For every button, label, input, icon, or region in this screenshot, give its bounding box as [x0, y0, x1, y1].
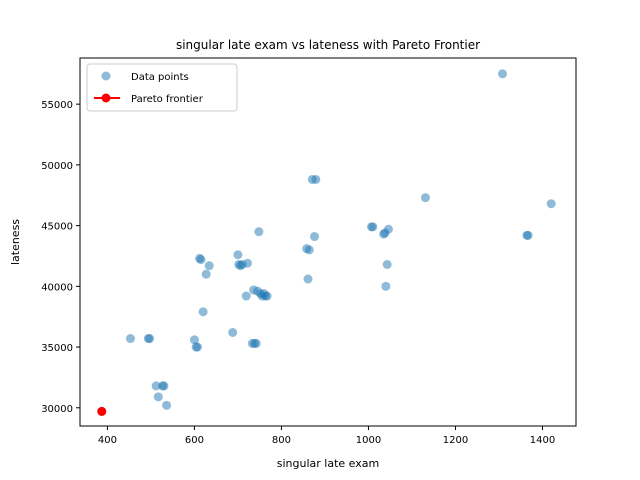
- chart-title: singular late exam vs lateness with Pare…: [176, 38, 480, 52]
- legend-marker-data-points: [101, 71, 111, 81]
- plot-area: [97, 69, 556, 416]
- legend: Data points Pareto frontier: [86, 63, 238, 112]
- data-point: [151, 381, 161, 391]
- data-point: [125, 334, 135, 344]
- data-point: [420, 193, 430, 203]
- data-point: [523, 230, 533, 240]
- data-point: [145, 334, 155, 344]
- data-point: [546, 199, 556, 209]
- data-point: [198, 307, 208, 317]
- x-tick-label: 800: [272, 435, 291, 446]
- x-tick-label: 1200: [443, 435, 468, 446]
- data-point: [383, 224, 393, 234]
- legend-label-data-points: Data points: [131, 72, 189, 83]
- data-point: [310, 232, 320, 242]
- data-point: [368, 222, 378, 232]
- x-tick-label: 400: [98, 435, 117, 446]
- data-point: [204, 261, 214, 271]
- x-tick-label: 600: [185, 435, 204, 446]
- data-point: [196, 255, 206, 265]
- y-tick-label: 40000: [41, 282, 73, 293]
- legend-label-pareto-frontier: Pareto frontier: [131, 94, 204, 105]
- data-point: [497, 69, 507, 79]
- data-point: [243, 258, 253, 268]
- x-axis-label: singular late exam: [277, 457, 379, 470]
- data-point: [241, 291, 251, 301]
- y-axis-label: lateness: [9, 219, 22, 265]
- data-point: [254, 227, 264, 237]
- data-point: [381, 281, 391, 291]
- y-tick-label: 50000: [41, 161, 73, 172]
- y-tick-label: 45000: [41, 222, 73, 233]
- data-point: [162, 400, 172, 410]
- data-point: [201, 269, 211, 279]
- y-tick-label: 35000: [41, 343, 73, 354]
- pareto-point: [97, 406, 107, 416]
- data-point: [251, 338, 261, 348]
- data-point: [159, 381, 169, 391]
- data-point: [189, 335, 199, 345]
- data-point: [382, 259, 392, 269]
- data-point: [192, 342, 202, 352]
- legend-box: [86, 63, 238, 112]
- axes-frame: [79, 57, 577, 427]
- legend-marker-pareto-frontier: [101, 93, 111, 103]
- x-axis: 400 600 800 1000 1200 1400: [98, 426, 555, 446]
- data-point: [153, 392, 163, 402]
- x-tick-label: 1000: [356, 435, 381, 446]
- data-point: [228, 327, 238, 337]
- y-tick-label: 30000: [41, 404, 73, 415]
- data-point: [311, 174, 321, 184]
- data-point: [233, 250, 243, 260]
- y-tick-label: 55000: [41, 100, 73, 111]
- data-point: [303, 274, 313, 284]
- data-point: [304, 245, 314, 255]
- data-point: [262, 291, 272, 301]
- y-axis: 30000 35000 40000 45000 50000 55000: [41, 100, 80, 415]
- x-tick-label: 1400: [530, 435, 555, 446]
